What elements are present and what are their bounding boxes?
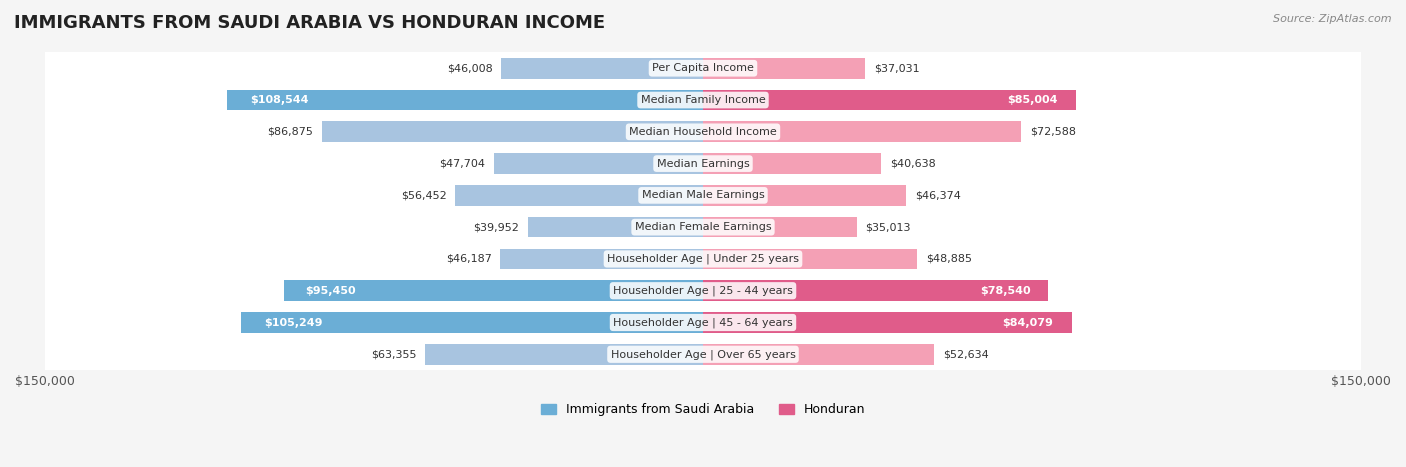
Bar <box>703 153 882 174</box>
Bar <box>703 280 1047 301</box>
Text: $56,452: $56,452 <box>401 191 447 200</box>
Text: $85,004: $85,004 <box>1007 95 1057 105</box>
Text: $40,638: $40,638 <box>890 159 936 169</box>
Bar <box>45 179 1361 211</box>
Bar <box>703 185 907 205</box>
Text: $46,008: $46,008 <box>447 63 492 73</box>
Text: $86,875: $86,875 <box>267 127 314 137</box>
Text: Source: ZipAtlas.com: Source: ZipAtlas.com <box>1274 14 1392 24</box>
Bar <box>45 339 1361 370</box>
Legend: Immigrants from Saudi Arabia, Honduran: Immigrants from Saudi Arabia, Honduran <box>536 398 870 421</box>
Text: $39,952: $39,952 <box>472 222 519 232</box>
Text: $72,588: $72,588 <box>1031 127 1076 137</box>
Bar <box>703 217 856 238</box>
Text: $46,187: $46,187 <box>446 254 492 264</box>
Bar <box>501 248 703 269</box>
Text: $108,544: $108,544 <box>250 95 309 105</box>
Bar <box>45 211 1361 243</box>
Bar <box>226 90 703 110</box>
Text: $35,013: $35,013 <box>865 222 911 232</box>
Text: Median Family Income: Median Family Income <box>641 95 765 105</box>
Bar <box>322 121 703 142</box>
Text: Per Capita Income: Per Capita Income <box>652 63 754 73</box>
Text: $84,079: $84,079 <box>1002 318 1053 327</box>
Text: $47,704: $47,704 <box>439 159 485 169</box>
Bar <box>45 84 1361 116</box>
Bar <box>45 52 1361 84</box>
Bar <box>703 58 866 78</box>
Text: $63,355: $63,355 <box>371 349 416 359</box>
Text: Median Earnings: Median Earnings <box>657 159 749 169</box>
Bar <box>703 344 934 365</box>
Text: $48,885: $48,885 <box>927 254 972 264</box>
Bar <box>501 58 703 78</box>
Text: Median Household Income: Median Household Income <box>628 127 778 137</box>
Text: Householder Age | Under 25 years: Householder Age | Under 25 years <box>607 254 799 264</box>
Text: $37,031: $37,031 <box>875 63 920 73</box>
Bar <box>242 312 703 333</box>
Bar <box>703 90 1076 110</box>
Bar <box>703 121 1021 142</box>
Text: Householder Age | 45 - 64 years: Householder Age | 45 - 64 years <box>613 317 793 328</box>
Text: IMMIGRANTS FROM SAUDI ARABIA VS HONDURAN INCOME: IMMIGRANTS FROM SAUDI ARABIA VS HONDURAN… <box>14 14 605 32</box>
Text: Householder Age | 25 - 44 years: Householder Age | 25 - 44 years <box>613 285 793 296</box>
Bar <box>45 116 1361 148</box>
Text: Median Female Earnings: Median Female Earnings <box>634 222 772 232</box>
Text: Median Male Earnings: Median Male Earnings <box>641 191 765 200</box>
Bar <box>456 185 703 205</box>
Bar <box>45 243 1361 275</box>
Text: Householder Age | Over 65 years: Householder Age | Over 65 years <box>610 349 796 360</box>
Bar <box>45 307 1361 339</box>
Text: $95,450: $95,450 <box>305 286 356 296</box>
Text: $78,540: $78,540 <box>980 286 1031 296</box>
Bar <box>527 217 703 238</box>
Bar <box>494 153 703 174</box>
Bar <box>703 248 918 269</box>
Bar <box>284 280 703 301</box>
Bar <box>425 344 703 365</box>
Bar <box>703 312 1071 333</box>
Bar <box>45 148 1361 179</box>
Text: $105,249: $105,249 <box>264 318 323 327</box>
Text: $52,634: $52,634 <box>942 349 988 359</box>
Text: $46,374: $46,374 <box>915 191 962 200</box>
Bar <box>45 275 1361 307</box>
